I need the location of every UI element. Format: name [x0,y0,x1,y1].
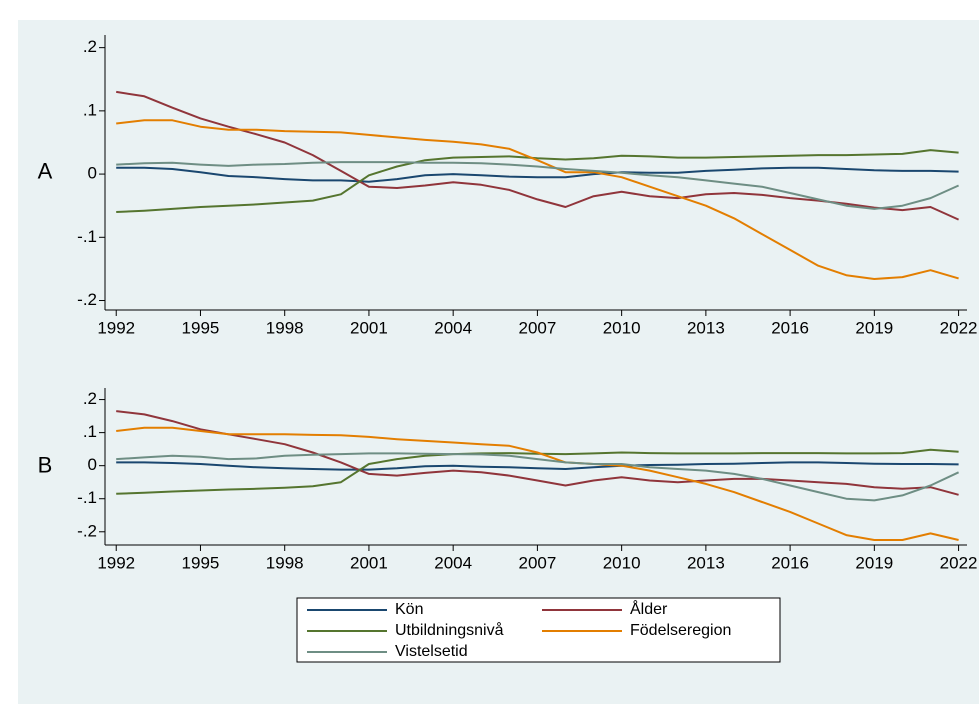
series-line [116,90,960,221]
x-tick-label: 2022 [940,553,978,572]
series-line [116,410,959,496]
series-line [116,161,960,210]
series-line [116,149,959,213]
y-tick-label: .2 [83,37,97,56]
x-tick-label: 2001 [350,318,388,337]
y-tick-label: .1 [83,422,97,441]
x-tick-label: 2019 [855,318,893,337]
y-tick-label: .2 [83,389,97,408]
x-tick-label: 1992 [97,553,135,572]
y-tick-label: -.1 [77,488,97,507]
legend-label: Födelseregion [630,622,731,639]
legend-label: Ålder [630,599,668,618]
x-tick-label: 1998 [266,553,304,572]
x-tick-label: 2007 [518,318,556,337]
x-tick-label: 1992 [97,318,135,337]
x-tick-label: 2013 [687,318,725,337]
series-line [116,452,960,502]
x-tick-label: 2004 [434,318,472,337]
x-tick-label: 2010 [603,318,641,337]
series-line [116,426,959,541]
panel-label: B [38,452,53,477]
legend-label: Utbildningsnivå [395,621,504,639]
panel-label: A [38,158,53,183]
series-line [116,461,959,471]
y-tick-label: 0 [88,455,97,474]
legend-label: Vistelsetid [395,643,468,660]
x-tick-label: 2013 [687,553,725,572]
x-tick-label: 2001 [350,553,388,572]
figure-background [18,20,979,704]
x-tick-label: 2016 [771,553,809,572]
x-tick-label: 2022 [940,318,978,337]
legend-label: Kön [395,601,423,618]
x-tick-label: 2007 [518,553,556,572]
x-tick-label: 1995 [182,318,220,337]
y-tick-label: 0 [88,164,97,183]
y-tick-label: -.1 [77,227,97,246]
y-tick-label: .1 [83,100,97,119]
x-tick-label: 2019 [855,553,893,572]
series-line [116,166,959,183]
x-tick-label: 2004 [434,553,472,572]
x-tick-label: 2016 [771,318,809,337]
series-line [116,448,959,495]
x-tick-label: 1995 [182,553,220,572]
series-line [116,119,959,280]
x-tick-label: 2010 [603,553,641,572]
x-tick-label: 1998 [266,318,304,337]
y-tick-label: -.2 [77,521,97,540]
y-tick-label: -.2 [77,290,97,309]
